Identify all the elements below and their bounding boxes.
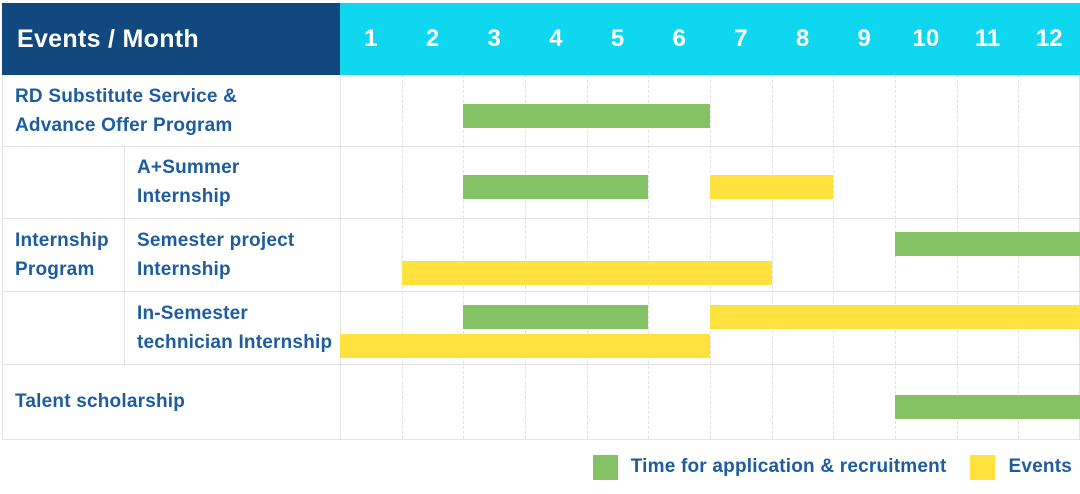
gantt-table: Events / Month 1 2 3 4 5 6 7 8 9 10 11 12 RD Substi… — [2, 3, 1080, 440]
month-header-cell-12: 12 — [1035, 25, 1063, 52]
gantt-bar-yellow-row3 — [401, 261, 772, 285]
month-gridline-10 — [956, 75, 958, 439]
row-label-rd-substitute: RD Substitute Service & Advance Offer Pro… — [2, 75, 340, 146]
month-header-cell-6: 6 — [672, 25, 686, 52]
month-gridline-8 — [833, 75, 835, 439]
month-header-cell-7: 7 — [734, 25, 748, 52]
month-gridline-7 — [771, 75, 773, 439]
month-header-cell-4: 4 — [549, 25, 563, 52]
row-label-semester-project-internship-text: Semester project — [137, 229, 295, 251]
table-left-border — [2, 75, 3, 439]
row-label-a-summer-internship: A+Summer Internship — [124, 146, 340, 218]
month-gridline-3 — [525, 75, 526, 439]
legend-item-green: Time for application & recruitment — [592, 454, 947, 480]
gantt-bar-green-row4 — [463, 305, 649, 329]
group-label-internship-program-text: Internship — [15, 230, 109, 251]
month-header-cell-1: 1 — [364, 25, 378, 52]
month-gridline-5 — [648, 75, 650, 439]
gantt-bar-yellow-row4 — [710, 305, 1080, 329]
gantt-bar-green-row1 — [463, 103, 710, 128]
group-label-internship-program: Internship Program — [2, 146, 124, 364]
month-header-cell-11: 11 — [974, 25, 1001, 52]
group-label-internship-program-text: Program — [15, 259, 95, 280]
row-divider-3 — [2, 291, 1080, 292]
row-label-in-semester-technician-internship-text: In-Semester — [137, 302, 248, 324]
row-label-a-summer-internship-text: A+Summer — [137, 157, 240, 178]
row-divider-4 — [2, 364, 1080, 365]
row-label-talent-scholarship: Talent scholarship — [2, 364, 340, 439]
row-label-rd-substitute-text: RD Substitute Service & — [15, 85, 238, 107]
row-label-in-semester-technician-internship: In-Semester technician Internship — [124, 291, 340, 364]
gantt-bar-yellow-row4 — [340, 334, 710, 358]
month-gridline-4 — [586, 75, 588, 439]
gantt-bar-green-row3 — [895, 232, 1080, 256]
month-gridline-9 — [895, 75, 896, 439]
legend-label-green: Time for application & recruitment — [630, 456, 947, 477]
row-label-talent-scholarship-text: Talent scholarship — [15, 391, 186, 412]
row-divider-2 — [2, 218, 1080, 219]
gantt-bar-green-row5 — [895, 394, 1080, 419]
month-header-cell-2: 2 — [425, 25, 440, 52]
month-gridline-1 — [401, 75, 403, 439]
month-gridline-2 — [463, 75, 465, 439]
month-gridline-6 — [710, 75, 711, 439]
gantt-bar-green-row2 — [463, 175, 649, 199]
gantt-bar-yellow-row2 — [710, 175, 834, 199]
events-month-header-cell: Events / Month — [2, 3, 340, 75]
row-label-semester-project-internship: Semester project Internship — [124, 218, 340, 291]
months-header-row: 1 2 3 4 5 6 7 8 9 10 11 12 — [340, 3, 1080, 75]
month-header-cell-9: 9 — [857, 25, 871, 52]
month-header-cell-8: 8 — [795, 25, 810, 52]
month-gridline-11 — [1018, 75, 1020, 439]
row-label-semester-project-internship-text: Internship — [137, 258, 231, 280]
month-header-cell-3: 3 — [487, 25, 501, 52]
legend-swatch-yellow-icon — [970, 454, 996, 480]
row-label-rd-substitute-text: Advance Offer Program — [15, 114, 233, 136]
legend-swatch-green-icon — [592, 454, 618, 480]
month-header-cell-10: 10 — [912, 25, 940, 52]
row-divider-1 — [2, 146, 1080, 147]
label-grid-divider — [340, 75, 341, 439]
legend: Time for application & recruitment Events — [583, 452, 1072, 482]
legend-item-yellow: Events — [970, 454, 1072, 480]
table-bottom-border — [2, 439, 1080, 440]
month-header-cell-5: 5 — [610, 25, 625, 52]
row-label-in-semester-technician-internship-text: technician Internship — [137, 331, 333, 353]
group-column-divider — [124, 146, 125, 364]
legend-label-yellow: Events — [1008, 456, 1072, 477]
row-label-a-summer-internship-text: Internship — [137, 186, 231, 207]
